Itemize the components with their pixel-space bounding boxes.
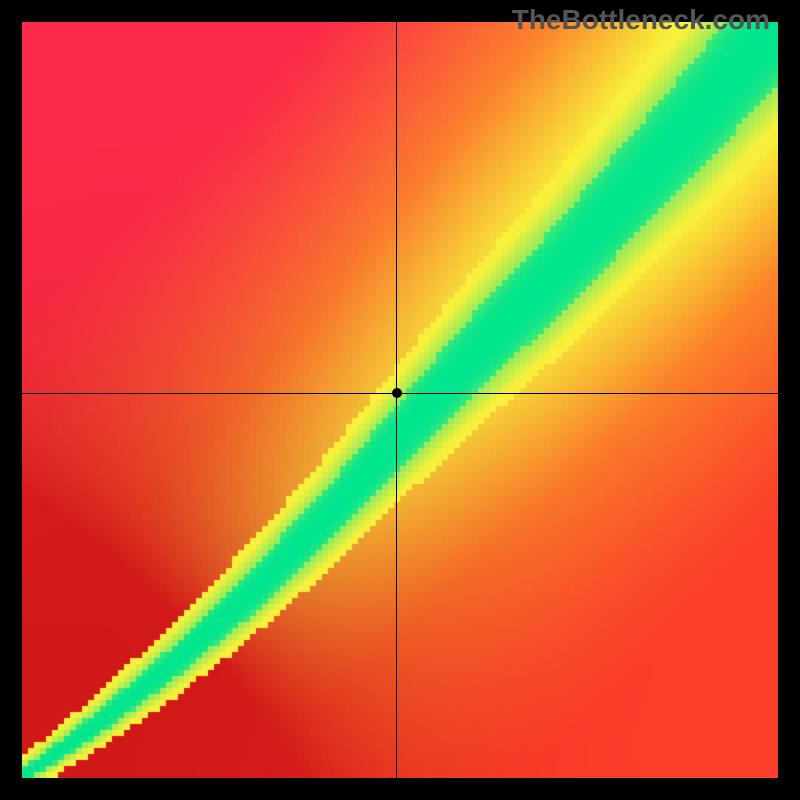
crosshair-marker: [392, 388, 402, 398]
crosshair-vertical: [396, 22, 397, 778]
watermark-text: TheBottleneck.com: [512, 4, 770, 36]
bottleneck-heatmap: [22, 22, 778, 778]
